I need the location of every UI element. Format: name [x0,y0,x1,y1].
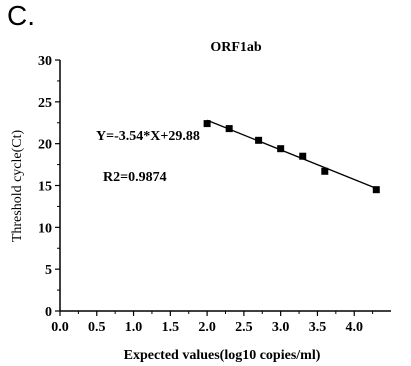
y-tick-label: 20 [38,138,52,153]
y-tick-label: 5 [45,263,52,278]
x-tick-label: 2.0 [198,320,216,335]
x-tick-label: 0.5 [88,320,106,335]
data-point [321,167,329,175]
x-tick-label: 1.5 [162,320,180,335]
x-tick-label: 3.0 [272,320,290,335]
x-axis-label: Expected values(log10 copies/ml) [124,348,321,363]
annotation-r2: R2=0.9874 [103,170,167,185]
x-tick-label: 3.5 [309,320,327,335]
x-tick-label: 0.0 [51,320,69,335]
x-tick-label: 1.0 [125,320,143,335]
data-marks [203,119,380,194]
y-axis-label: Threshold cycle(Ct) [10,129,25,242]
data-point [277,145,285,153]
axes [59,60,391,312]
ticks: 0.0 0.5 1.0 1.5 2.0 2.5 3.0 3.5 4.0 0 5 10 15 20 25 30 [38,54,374,335]
fit-line [206,119,377,189]
chart-title: ORF1ab [210,40,262,55]
data-point [372,186,380,194]
x-tick-label: 2.5 [235,320,253,335]
y-tick-label: 15 [38,180,52,195]
data-point [203,120,211,128]
data-point [225,125,233,133]
y-tick-label: 25 [38,96,52,111]
data-point [255,136,263,144]
y-tick-label: 0 [45,305,52,320]
y-tick-label: 10 [38,221,52,236]
x-tick-label: 4.0 [345,320,363,335]
data-point [299,152,307,160]
panel-label: C. [7,0,35,31]
y-tick-label: 30 [38,54,52,69]
annotation-equation: Y=-3.54*X+29.88 [96,129,200,144]
